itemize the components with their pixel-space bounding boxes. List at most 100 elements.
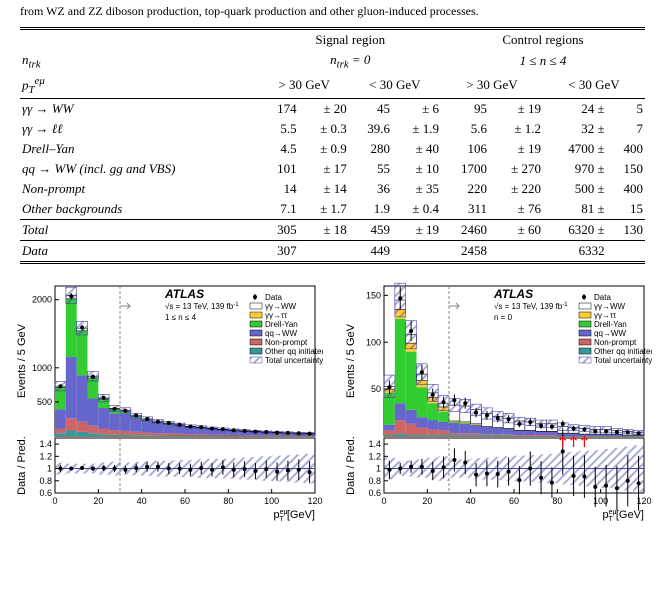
gt30-2: > 30 GeV — [441, 73, 543, 98]
cell-err — [299, 240, 349, 262]
cell-err — [489, 240, 543, 262]
cell-value: 2460 — [441, 219, 489, 240]
cell-err: ± 35 — [392, 179, 441, 199]
cell-value: 14 — [260, 179, 299, 199]
header-control-regions: Control regions — [441, 29, 645, 51]
svg-text:γγ→ττ: γγ→ττ — [594, 311, 617, 320]
cell-value: 4700 ± — [543, 139, 607, 159]
cell-value: 106 — [441, 139, 489, 159]
svg-text:ATLAS: ATLAS — [493, 287, 533, 301]
cell-value: 45 — [349, 98, 392, 119]
svg-text:120: 120 — [636, 496, 651, 506]
svg-text:Non-prompt: Non-prompt — [594, 338, 637, 347]
svg-text:qq→WW: qq→WW — [594, 329, 626, 338]
pt-label: pTeμ — [20, 73, 260, 98]
svg-text:Other qq initiated: Other qq initiated — [594, 347, 652, 356]
cell-value: 5.5 — [260, 119, 299, 139]
svg-text:1.4: 1.4 — [40, 439, 53, 449]
cell-err: ± 20 — [299, 98, 349, 119]
cell-value: 6332 — [543, 240, 607, 262]
svg-text:ATLAS: ATLAS — [164, 287, 204, 301]
cell-value: 305 — [260, 219, 299, 240]
caption-text: from WZ and ZZ diboson production, top-q… — [0, 0, 665, 27]
svg-text:peμT [GeV]: peμT [GeV] — [602, 509, 644, 523]
svg-text:qq→WW: qq→WW — [265, 329, 297, 338]
cell-err: 5 — [607, 98, 645, 119]
cell-value: 1700 — [441, 159, 489, 179]
svg-text:50: 50 — [371, 384, 381, 394]
cell-err: ± 76 — [489, 199, 543, 220]
cell-value: 449 — [349, 240, 392, 262]
svg-text:120: 120 — [308, 496, 323, 506]
charts-container: 50010002000Events / 5 GeVATLAS√s = 13 Te… — [0, 276, 665, 554]
svg-text:peμT [GeV]: peμT [GeV] — [274, 509, 316, 523]
cell-err: ± 18 — [299, 219, 349, 240]
cell-err: 400 — [607, 179, 645, 199]
svg-text:1.2: 1.2 — [40, 451, 53, 461]
cell-err: ± 6 — [392, 98, 441, 119]
cell-value: 311 — [441, 199, 489, 220]
cell-err: ± 1.7 — [299, 199, 349, 220]
cell-err: ± 40 — [392, 139, 441, 159]
cell-value: 95 — [441, 98, 489, 119]
cell-value: 36 — [349, 179, 392, 199]
svg-text:150: 150 — [366, 290, 381, 300]
svg-text:Total uncertainty: Total uncertainty — [594, 356, 652, 365]
svg-text:40: 40 — [137, 496, 147, 506]
cell-err: ± 220 — [489, 179, 543, 199]
svg-text:1.2: 1.2 — [368, 451, 381, 461]
cell-value: 280 — [349, 139, 392, 159]
cell-err: ± 10 — [392, 159, 441, 179]
chart-left: 50010002000Events / 5 GeVATLAS√s = 13 Te… — [13, 280, 323, 550]
row-label: Non-prompt — [20, 179, 260, 199]
cell-err: ± 270 — [489, 159, 543, 179]
svg-text:Drell-Yan: Drell-Yan — [594, 320, 627, 329]
cell-err: ± 0.3 — [299, 119, 349, 139]
svg-text:Non-prompt: Non-prompt — [265, 338, 308, 347]
ntrk14: 1 ≤ n ≤ 4 — [441, 50, 645, 73]
cell-value: 39.6 — [349, 119, 392, 139]
svg-text:100: 100 — [593, 496, 608, 506]
svg-text:Events / 5 GeV: Events / 5 GeV — [345, 323, 357, 398]
svg-text:100: 100 — [264, 496, 279, 506]
svg-text:Data / Pred.: Data / Pred. — [345, 436, 357, 495]
svg-text:1.4: 1.4 — [368, 439, 381, 449]
svg-text:100: 100 — [366, 337, 381, 347]
cell-value: 101 — [260, 159, 299, 179]
cell-value: 2458 — [441, 240, 489, 262]
svg-text:1: 1 — [47, 463, 52, 473]
cell-value: 174 — [260, 98, 299, 119]
svg-text:20: 20 — [422, 496, 432, 506]
svg-text:80: 80 — [224, 496, 234, 506]
svg-text:500: 500 — [37, 396, 52, 406]
lt30-1: < 30 GeV — [349, 73, 441, 98]
cell-err: ± 0.9 — [299, 139, 349, 159]
svg-text:γγ→WW: γγ→WW — [265, 302, 297, 311]
row-label: Total — [20, 219, 260, 240]
cell-value: 500 ± — [543, 179, 607, 199]
cell-err: ± 1.9 — [392, 119, 441, 139]
cell-value: 5.6 — [441, 119, 489, 139]
cell-value: 970 ± — [543, 159, 607, 179]
cell-value: 81 ± — [543, 199, 607, 220]
row-label: qq → WW (incl. gg and VBS) — [20, 159, 260, 179]
svg-text:γγ→WW: γγ→WW — [594, 302, 626, 311]
cell-err: ± 19 — [489, 98, 543, 119]
svg-text:Total uncertainty: Total uncertainty — [265, 356, 323, 365]
cell-value: 24 ± — [543, 98, 607, 119]
svg-text:60: 60 — [180, 496, 190, 506]
cell-value: 220 — [441, 179, 489, 199]
svg-text:√s = 13 TeV, 139 fb-1: √s = 13 TeV, 139 fb-1 — [165, 302, 239, 311]
svg-text:Data / Pred.: Data / Pred. — [16, 436, 28, 495]
ntrk0: ntrk = 0 — [260, 50, 441, 73]
svg-text:γγ→ττ: γγ→ττ — [265, 311, 288, 320]
ntrk-label: ntrk — [20, 50, 260, 73]
svg-text:Events / 5 GeV: Events / 5 GeV — [16, 323, 28, 398]
svg-text:Drell-Yan: Drell-Yan — [265, 320, 298, 329]
cell-err: ± 17 — [299, 159, 349, 179]
svg-text:0.8: 0.8 — [368, 475, 381, 485]
cell-value: 6320 ± — [543, 219, 607, 240]
svg-text:1 ≤ n ≤ 4: 1 ≤ n ≤ 4 — [165, 313, 197, 322]
cell-value: 7.1 — [260, 199, 299, 220]
cell-err: 7 — [607, 119, 645, 139]
